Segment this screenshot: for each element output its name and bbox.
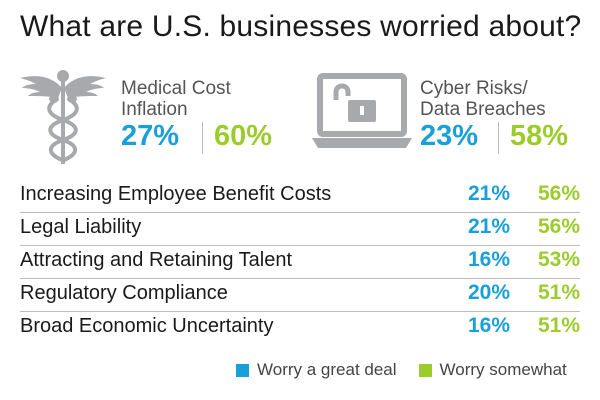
row-somewhat-value: 56% (537, 215, 580, 238)
table-row: Regulatory Compliance 20% 51% (20, 279, 580, 312)
feature-great-deal-value: 23% (420, 120, 479, 152)
row-category: Legal Liability (20, 216, 142, 238)
caduceus-icon (18, 66, 108, 171)
chart-title: What are U.S. businesses worried about? (20, 10, 582, 43)
row-somewhat-value: 56% (537, 182, 580, 205)
row-great-deal-value: 21% (467, 215, 510, 238)
legend-item-somewhat: Worry somewhat (418, 360, 567, 380)
row-somewhat-value: 51% (537, 314, 580, 337)
feature-divider (498, 122, 499, 154)
feature-divider (202, 122, 203, 154)
row-category: Attracting and Retaining Talent (20, 249, 293, 271)
row-somewhat-value: 53% (537, 248, 580, 271)
table-row: Legal Liability 21% 56% (20, 213, 580, 246)
row-great-deal-value: 16% (467, 248, 510, 271)
feature-somewhat-value: 60% (214, 120, 273, 152)
feature-cyber-risks: Cyber Risks/ Data Breaches 23% 58% (312, 66, 592, 166)
table-row: Increasing Employee Benefit Costs 21% 56… (20, 180, 580, 213)
row-great-deal-value: 16% (467, 314, 510, 337)
worry-table: Increasing Employee Benefit Costs 21% 56… (20, 180, 580, 344)
legend-swatch-blue (236, 363, 249, 377)
feature-label: Cyber Risks/ Data Breaches (420, 78, 546, 120)
laptop-unlocked-icon (312, 66, 412, 161)
row-somewhat-value: 51% (537, 281, 580, 304)
feature-great-deal-value: 27% (121, 120, 180, 152)
legend: Worry a great deal Worry somewhat (236, 360, 581, 380)
legend-item-great-deal: Worry a great deal (236, 360, 397, 380)
legend-label: Worry a great deal (257, 360, 397, 379)
feature-medical-cost: Medical Cost Inflation 27% 60% (18, 66, 298, 166)
feature-label: Medical Cost Inflation (121, 78, 231, 120)
feature-somewhat-value: 58% (510, 120, 569, 152)
row-category: Broad Economic Uncertainty (20, 315, 274, 337)
legend-label: Worry somewhat (439, 360, 567, 379)
table-row: Attracting and Retaining Talent 16% 53% (20, 246, 580, 279)
row-category: Regulatory Compliance (20, 282, 228, 304)
row-great-deal-value: 20% (467, 281, 510, 304)
table-row: Broad Economic Uncertainty 16% 51% (20, 312, 580, 344)
legend-swatch-green (418, 363, 432, 377)
row-great-deal-value: 21% (467, 182, 510, 205)
row-category: Increasing Employee Benefit Costs (20, 183, 332, 205)
